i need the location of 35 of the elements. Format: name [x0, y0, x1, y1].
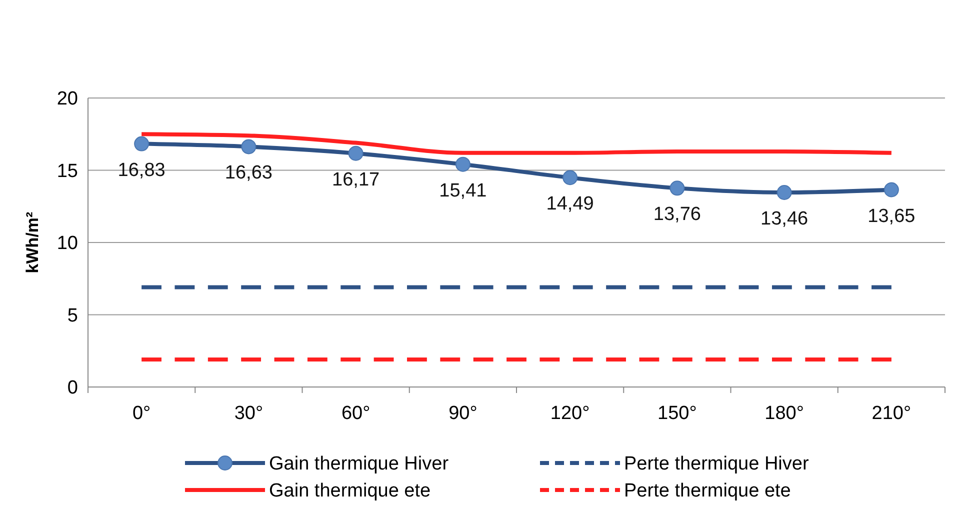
- point: [884, 182, 899, 198]
- point: [455, 156, 470, 172]
- x-tick-label: 210°: [872, 403, 912, 424]
- x-tick-label: 30°: [234, 403, 264, 424]
- x-tick-label: 0°: [132, 403, 151, 424]
- point: [562, 170, 578, 186]
- data-label: 14,49: [546, 194, 594, 215]
- y-tick-label: 5: [67, 305, 78, 326]
- point: [241, 139, 256, 154]
- x-tick-label: 120°: [550, 403, 590, 424]
- data-label: 16,63: [224, 162, 272, 184]
- point: [670, 180, 685, 196]
- data-label: 16,83: [118, 160, 166, 181]
- x-tick-label: 180°: [764, 403, 804, 424]
- point: [134, 136, 150, 152]
- data-label: 13,46: [760, 208, 808, 230]
- y-tick-label: 15: [56, 160, 78, 182]
- legend-label: Perte thermique ete: [624, 480, 791, 502]
- y-tick-label: 10: [56, 233, 78, 254]
- point: [776, 185, 792, 200]
- x-tick-label: 90°: [448, 403, 478, 424]
- x-tick-label: 60°: [341, 403, 370, 424]
- y-tick-label: 20: [56, 88, 78, 110]
- y-axis-title: kWh/m²: [23, 211, 42, 274]
- data-label: 16,17: [332, 169, 380, 190]
- point: [348, 146, 364, 161]
- x-tick-label: 150°: [658, 403, 697, 424]
- data-label: 15,41: [439, 180, 487, 202]
- legend-label: Gain thermique ete: [269, 480, 431, 502]
- line-series: [140, 132, 894, 155]
- data-label: 13,65: [868, 206, 916, 227]
- data-label: 13,76: [653, 204, 701, 226]
- legend-label: Perte thermique Hiver: [624, 454, 810, 475]
- y-tick-label: 0: [67, 378, 78, 399]
- legend-label: Gain thermique Hiver: [269, 454, 450, 475]
